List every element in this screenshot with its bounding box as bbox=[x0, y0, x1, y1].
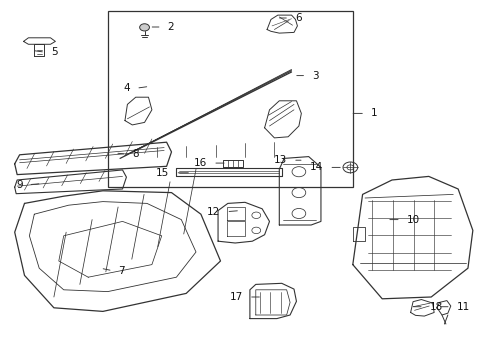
Text: 18: 18 bbox=[430, 302, 443, 312]
Text: 14: 14 bbox=[310, 162, 323, 172]
Text: 15: 15 bbox=[156, 168, 170, 178]
Text: 8: 8 bbox=[132, 149, 139, 159]
Bar bbox=[108, 11, 353, 187]
Text: 3: 3 bbox=[312, 71, 319, 81]
Text: 10: 10 bbox=[407, 215, 420, 225]
Text: 17: 17 bbox=[230, 292, 243, 302]
Text: 16: 16 bbox=[194, 158, 207, 168]
Text: 5: 5 bbox=[51, 47, 58, 57]
Text: 7: 7 bbox=[119, 266, 125, 276]
Text: 6: 6 bbox=[295, 13, 302, 23]
Text: 11: 11 bbox=[457, 302, 470, 312]
Text: 12: 12 bbox=[207, 207, 220, 217]
Circle shape bbox=[140, 24, 149, 31]
Text: 2: 2 bbox=[168, 22, 174, 32]
Text: 4: 4 bbox=[123, 83, 130, 93]
Text: 1: 1 bbox=[371, 108, 378, 118]
Text: 9: 9 bbox=[16, 180, 23, 190]
Text: 13: 13 bbox=[274, 155, 287, 165]
